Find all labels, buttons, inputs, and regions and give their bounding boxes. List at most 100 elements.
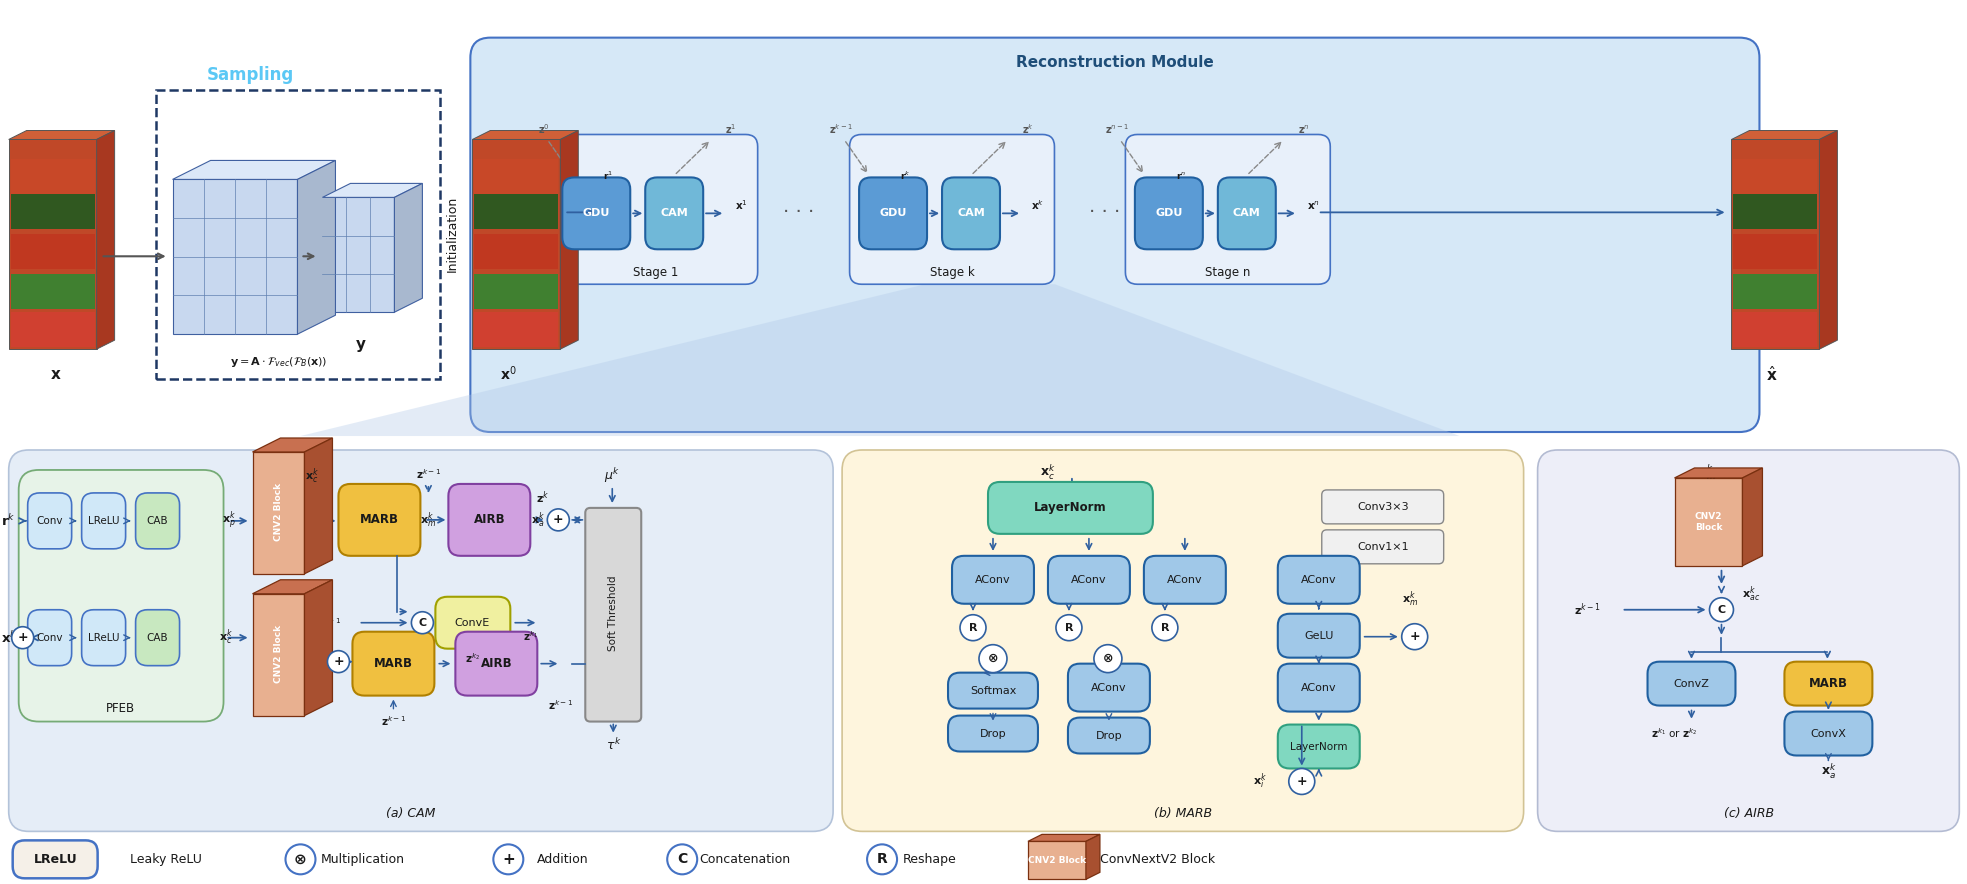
Bar <box>474 194 559 229</box>
Text: $\mathbf{z}^{k_1}$: $\mathbf{z}^{k_1}$ <box>523 629 537 643</box>
Text: Concatenation: Concatenation <box>700 853 791 865</box>
Polygon shape <box>96 131 114 349</box>
FancyBboxPatch shape <box>850 134 1054 285</box>
Text: $\mathbf{z}^{k-1}$: $\mathbf{z}^{k-1}$ <box>830 123 854 136</box>
Text: CAB: CAB <box>148 633 169 643</box>
FancyBboxPatch shape <box>842 450 1524 831</box>
Text: ⊗: ⊗ <box>1103 652 1113 665</box>
Bar <box>474 274 559 309</box>
Text: +: + <box>553 514 565 526</box>
Text: R: R <box>1064 622 1074 633</box>
Polygon shape <box>301 285 1460 436</box>
FancyBboxPatch shape <box>1279 613 1359 658</box>
Circle shape <box>1402 624 1428 650</box>
Bar <box>1733 234 1818 270</box>
Text: CNV2 Block: CNV2 Block <box>273 483 283 541</box>
Text: $\mathbf{z}^n$: $\mathbf{z}^n$ <box>1298 123 1310 135</box>
Circle shape <box>1094 644 1121 673</box>
Polygon shape <box>252 580 332 594</box>
Bar <box>1733 312 1818 347</box>
Text: (c) AIRB: (c) AIRB <box>1725 807 1774 820</box>
FancyBboxPatch shape <box>338 484 421 556</box>
Text: Sampling: Sampling <box>207 65 295 84</box>
Bar <box>474 312 559 347</box>
Text: +: + <box>502 852 515 867</box>
Text: $\mathbf{z}^{k_1}$ or $\mathbf{z}^{k_2}$: $\mathbf{z}^{k_1}$ or $\mathbf{z}^{k_2}$ <box>1652 727 1698 741</box>
Polygon shape <box>297 160 336 334</box>
FancyBboxPatch shape <box>1784 712 1873 756</box>
Text: $\mathbf{x}_{ac}^k$: $\mathbf{x}_{ac}^k$ <box>1743 584 1760 604</box>
Text: $\mathbf{z}^{k-1}$: $\mathbf{z}^{k-1}$ <box>317 616 340 629</box>
Polygon shape <box>1731 131 1837 140</box>
FancyBboxPatch shape <box>948 715 1039 751</box>
Polygon shape <box>472 131 578 140</box>
Circle shape <box>980 644 1007 673</box>
FancyBboxPatch shape <box>942 178 999 249</box>
Text: GDU: GDU <box>582 209 610 218</box>
Text: $\mathbf{x}_a^k$: $\mathbf{x}_a^k$ <box>1821 762 1835 781</box>
Text: $\mathbf{y}$: $\mathbf{y}$ <box>354 339 366 354</box>
FancyBboxPatch shape <box>1538 450 1959 831</box>
Text: $\mathbf{z}^{k_2}$: $\mathbf{z}^{k_2}$ <box>464 651 480 665</box>
Text: Stage n: Stage n <box>1206 266 1251 278</box>
Text: $\mathbf{z}^{k-1}$: $\mathbf{z}^{k-1}$ <box>547 698 572 713</box>
Text: · · ·: · · · <box>783 202 814 222</box>
FancyBboxPatch shape <box>1135 178 1204 249</box>
Text: $\tau^k$: $\tau^k$ <box>606 737 622 753</box>
FancyBboxPatch shape <box>553 134 757 285</box>
FancyBboxPatch shape <box>18 470 224 721</box>
FancyBboxPatch shape <box>987 482 1153 534</box>
Text: +: + <box>1296 775 1308 788</box>
Text: R: R <box>970 622 978 633</box>
Text: $\mathbf{x}_c^k$: $\mathbf{x}_c^k$ <box>305 466 319 485</box>
Text: Initialization: Initialization <box>447 196 458 272</box>
FancyBboxPatch shape <box>1784 661 1873 705</box>
Text: ConvX: ConvX <box>1810 728 1847 738</box>
Polygon shape <box>1029 842 1086 880</box>
FancyBboxPatch shape <box>83 610 126 666</box>
Text: $\mathbf{r}^1$: $\mathbf{r}^1$ <box>604 169 614 181</box>
Text: Addition: Addition <box>537 853 588 865</box>
Text: CAB: CAB <box>148 516 169 526</box>
FancyBboxPatch shape <box>1048 556 1129 604</box>
Circle shape <box>494 844 523 874</box>
Circle shape <box>1709 598 1733 621</box>
FancyBboxPatch shape <box>586 508 641 721</box>
Text: · · ·: · · · <box>1090 202 1121 222</box>
Circle shape <box>12 627 33 649</box>
Bar <box>10 274 94 309</box>
Bar <box>10 159 94 194</box>
Text: $\mathbf{z}^{k-1}$: $\mathbf{z}^{k-1}$ <box>1574 601 1601 618</box>
FancyBboxPatch shape <box>952 556 1035 604</box>
FancyBboxPatch shape <box>1648 661 1735 705</box>
Text: $\mu^k$: $\mu^k$ <box>604 467 620 485</box>
Text: AIRB: AIRB <box>474 514 506 526</box>
Text: Stage k: Stage k <box>930 266 974 278</box>
Polygon shape <box>252 438 332 452</box>
Text: $\mathbf{r}^k$: $\mathbf{r}^k$ <box>899 169 911 181</box>
FancyBboxPatch shape <box>470 38 1758 432</box>
FancyBboxPatch shape <box>860 178 926 249</box>
Text: ConvE: ConvE <box>454 618 490 628</box>
Text: $\mathbf{z}^k$: $\mathbf{z}^k$ <box>535 490 549 507</box>
Text: $\mathbf{z}^0$: $\mathbf{z}^0$ <box>539 123 551 136</box>
Text: CAM: CAM <box>958 209 985 218</box>
Polygon shape <box>8 140 96 349</box>
Text: $\mathbf{x}^k$: $\mathbf{x}^k$ <box>0 629 18 645</box>
FancyBboxPatch shape <box>83 493 126 549</box>
Text: $\mathbf{x}^k$: $\mathbf{x}^k$ <box>1031 199 1044 212</box>
Text: Softmax: Softmax <box>970 686 1017 696</box>
FancyBboxPatch shape <box>456 632 537 696</box>
Text: $\mathbf{x}_p^k$: $\mathbf{x}_p^k$ <box>222 510 236 532</box>
FancyBboxPatch shape <box>1125 134 1330 285</box>
Bar <box>155 89 441 379</box>
Text: $\mathbf{y} = \mathbf{A} \cdot \mathcal{F}_{vec}(\mathcal{F}_B(\mathbf{x}))$: $\mathbf{y} = \mathbf{A} \cdot \mathcal{… <box>230 355 327 370</box>
Polygon shape <box>1029 834 1100 842</box>
FancyBboxPatch shape <box>435 597 509 649</box>
Circle shape <box>960 614 985 641</box>
Text: ConvZ: ConvZ <box>1674 679 1709 689</box>
Polygon shape <box>305 580 332 715</box>
FancyBboxPatch shape <box>448 484 531 556</box>
Text: AIRB: AIRB <box>480 657 511 670</box>
Text: AConv: AConv <box>1300 682 1336 692</box>
